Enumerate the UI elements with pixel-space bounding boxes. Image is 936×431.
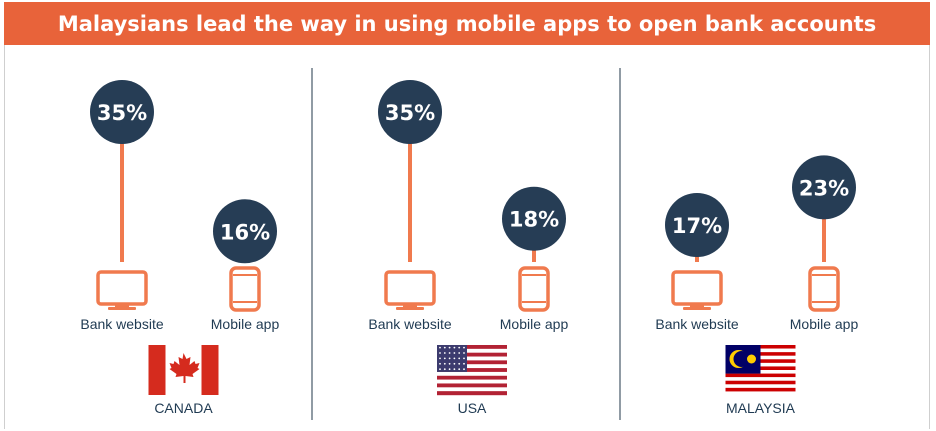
data-label: 16% <box>220 220 270 244</box>
canada-flag <box>148 345 219 395</box>
series-label: Bank website <box>80 316 163 332</box>
data-label: 35% <box>385 101 435 125</box>
chart-frame <box>4 45 930 429</box>
series-label: Bank website <box>368 316 451 332</box>
country-label: CANADA <box>154 400 213 416</box>
country-group-canada: 35% Bank website 16% Mobile app CANADA <box>80 80 279 416</box>
country-group-usa: 35% Bank website 18% Mobile app USA <box>368 80 568 416</box>
chart-title: Malaysians lead the way in using mobile … <box>57 11 877 36</box>
data-label: 18% <box>509 208 559 232</box>
lollipop-bubble <box>213 199 277 264</box>
data-label: 17% <box>672 214 722 238</box>
country-label: MALAYSIA <box>726 400 796 416</box>
data-label: 35% <box>97 101 147 125</box>
lollipop-bubble <box>792 155 856 220</box>
lollipop-bubble <box>665 193 729 257</box>
lollipop-bubble <box>90 80 154 144</box>
series-label: Mobile app <box>211 316 280 332</box>
series-label: Bank website <box>655 316 738 332</box>
title-banner: Malaysians lead the way in using mobile … <box>4 2 930 45</box>
lollipop-bubble <box>502 186 566 251</box>
usa-flag <box>437 345 507 396</box>
country-group-malaysia: 17% Bank website 23% Mobile app MALAYSIA <box>655 155 858 416</box>
monitor-icon <box>384 270 436 310</box>
country-label: USA <box>458 400 487 416</box>
series-label: Mobile app <box>500 316 569 332</box>
smartphone-icon <box>518 266 550 312</box>
smartphone-icon <box>808 266 840 312</box>
data-label: 23% <box>799 176 849 200</box>
monitor-icon <box>671 270 723 310</box>
monitor-icon <box>96 270 148 310</box>
smartphone-icon <box>229 266 261 312</box>
malaysia-flag <box>725 345 796 396</box>
series-label: Mobile app <box>790 316 859 332</box>
lollipop-bubble <box>378 80 442 144</box>
